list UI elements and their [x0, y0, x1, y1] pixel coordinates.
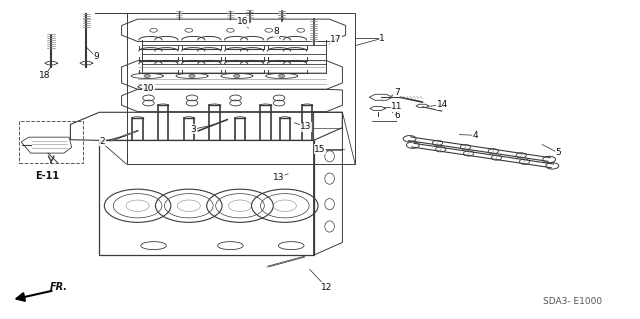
- Text: 10: 10: [143, 84, 154, 93]
- Circle shape: [278, 74, 285, 78]
- Text: 13: 13: [300, 122, 312, 131]
- Text: 6: 6: [394, 111, 399, 120]
- Text: 11: 11: [391, 102, 403, 111]
- Circle shape: [189, 74, 195, 78]
- Text: 15: 15: [314, 145, 326, 154]
- Text: 3: 3: [191, 125, 196, 134]
- Text: 12: 12: [321, 283, 332, 292]
- Text: 14: 14: [436, 100, 448, 109]
- Text: 7: 7: [394, 88, 399, 97]
- Text: SDA3- E1000: SDA3- E1000: [543, 297, 602, 306]
- Circle shape: [144, 74, 150, 78]
- Text: 16: 16: [237, 17, 249, 26]
- Text: 13: 13: [273, 173, 284, 182]
- Text: 18: 18: [39, 71, 51, 80]
- Text: 17: 17: [330, 35, 342, 44]
- Circle shape: [234, 74, 240, 78]
- Text: FR.: FR.: [50, 282, 68, 292]
- Text: 1: 1: [380, 34, 385, 43]
- Text: E-11: E-11: [35, 171, 60, 181]
- Text: 8: 8: [274, 27, 279, 36]
- Text: 2: 2: [100, 137, 105, 146]
- Text: 9: 9: [93, 52, 99, 61]
- Text: 5: 5: [556, 148, 561, 157]
- Text: 4: 4: [472, 131, 477, 140]
